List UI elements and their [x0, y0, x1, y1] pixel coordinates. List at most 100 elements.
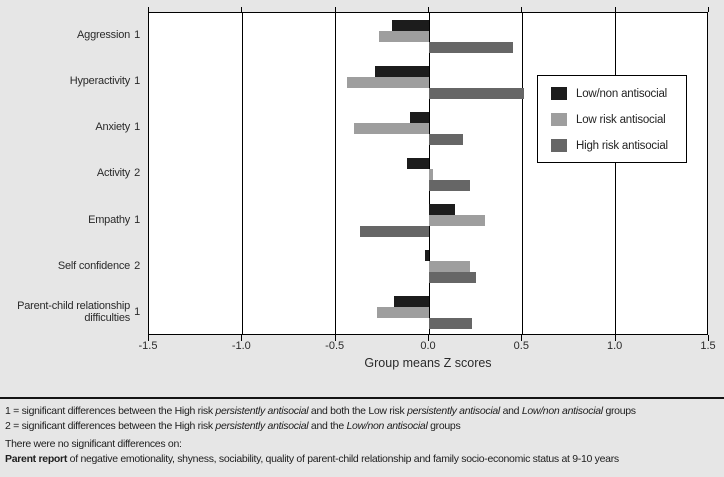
significance-number: 1: [134, 121, 140, 134]
axis-tick: [241, 335, 243, 341]
divider-rule: [0, 397, 724, 399]
legend-swatch: [551, 87, 567, 100]
category-label-text: Empathy: [88, 213, 131, 226]
significance-number: 2: [134, 259, 140, 272]
footnote-segment: persistently antisocial: [215, 405, 309, 417]
bar-low-risk-antisocial: [429, 261, 471, 273]
legend: Low/non antisocial Low risk antisocial Hig…: [537, 75, 687, 163]
axis-tick: [614, 335, 616, 341]
footnote-line: There were no significant differences on…: [5, 437, 721, 452]
bar-low-non-antisocial: [374, 65, 429, 77]
bar-low-non-antisocial: [391, 19, 429, 31]
footnote-segment: Low/non antisocial: [346, 419, 428, 432]
axis-tick: [241, 7, 243, 12]
footnote-segment: Low/non antisocial: [521, 405, 603, 417]
significance-number: 1: [134, 305, 140, 318]
bar-low-non-antisocial: [425, 250, 429, 262]
significance-number: 1: [134, 213, 140, 226]
x-tick-label: 0.5: [513, 340, 529, 352]
footnote-line: 2 = significant differences between the …: [5, 419, 721, 434]
bar-high-risk-antisocial: [359, 226, 429, 238]
category-label: Aggression 1: [0, 12, 140, 58]
legend-label: Low/non antisocial: [576, 87, 668, 100]
significance-number: 2: [134, 167, 140, 180]
gridline: [521, 13, 523, 334]
category-label: Self confidence 2: [0, 243, 140, 289]
bar-low-risk-antisocial: [378, 30, 429, 42]
footnote-segment: and the: [308, 419, 347, 432]
plot-area: [148, 12, 708, 335]
axis-tick: [148, 335, 149, 341]
bar-low-non-antisocial: [406, 158, 429, 169]
footnote-segment: 1 = significant differences between the …: [5, 405, 216, 417]
gridline: [335, 13, 337, 334]
bar-low-non-antisocial: [410, 111, 429, 123]
footnote-segment: Parent report: [5, 452, 68, 465]
category-label-text: Aggression: [77, 29, 131, 42]
legend-swatch: [551, 139, 567, 152]
legend-item: Low risk antisocial: [551, 113, 686, 126]
bar-low-risk-antisocial: [354, 122, 429, 134]
bar-high-risk-antisocial: [429, 133, 463, 145]
axis-tick: [428, 7, 429, 12]
category-label-text: Self confidence: [57, 259, 131, 272]
axis-tick: [428, 335, 429, 341]
category-label: Empathy 1: [0, 197, 140, 243]
legend-label: High risk antisocial: [576, 139, 668, 152]
legend-item: High risk antisocial: [551, 139, 686, 152]
bar-low-non-antisocial: [429, 204, 456, 216]
bar-high-risk-antisocial: [429, 180, 471, 191]
x-tick-label: -1.5: [138, 340, 158, 352]
x-tick-label: 1.5: [700, 340, 716, 352]
category-label: Activity 2: [0, 150, 140, 196]
axis-tick: [614, 7, 616, 12]
bar-low-risk-antisocial: [376, 307, 429, 319]
axis-tick: [521, 7, 523, 12]
x-tick-label: 1.0: [607, 340, 623, 352]
footnote-segment: There were no significant differences on…: [5, 438, 182, 450]
x-tick-label: -0.5: [325, 340, 345, 352]
bar-high-risk-antisocial: [429, 41, 513, 53]
x-axis-title: Group means Z scores: [364, 356, 492, 370]
footnote-segment: of negative emotionality, shyness, socia…: [67, 452, 620, 465]
axis-tick: [708, 7, 709, 12]
footnote-segment: groups: [427, 419, 461, 432]
bar-low-risk-antisocial: [346, 76, 429, 88]
significance-number: 1: [134, 29, 140, 42]
gridline: [241, 13, 243, 334]
category-label-text: Anxiety: [95, 121, 131, 134]
category-label: Anxiety 1: [0, 104, 140, 150]
bar-low-risk-antisocial: [429, 169, 433, 180]
category-label: Hyperactivity 1: [0, 58, 140, 104]
footnote-segment: and: [499, 405, 522, 417]
bar-low-non-antisocial: [393, 296, 429, 308]
category-label-text: Hyperactivity: [69, 75, 131, 88]
significance-number: 1: [134, 75, 140, 88]
category-label: Parent-child relationship difficulties 1: [0, 289, 140, 335]
footnote-segment: groups: [602, 405, 636, 417]
bar-low-risk-antisocial: [429, 215, 485, 227]
legend-item: Low/non antisocial: [551, 87, 686, 100]
footnote-line: Parent report of negative emotionality, …: [5, 452, 721, 467]
bar-high-risk-antisocial: [429, 87, 525, 99]
category-label-text: Activity: [96, 167, 131, 180]
axis-tick: [708, 335, 709, 341]
bar-high-risk-antisocial: [429, 318, 472, 330]
axis-tick: [521, 335, 523, 341]
footnote-line: 1 = significant differences between the …: [5, 404, 721, 419]
axis-tick: [334, 335, 336, 341]
legend-label: Low risk antisocial: [576, 113, 666, 126]
gridline: [615, 13, 617, 334]
footnote-segment: persistently antisocial: [215, 419, 309, 432]
footnote-segment: 2 = significant differences between the …: [5, 419, 216, 432]
footnote-segment: and both the Low risk: [308, 405, 408, 417]
legend-swatch: [551, 113, 567, 126]
category-label-text: Parent-child relationship difficulties: [17, 299, 131, 324]
bar-high-risk-antisocial: [429, 272, 476, 284]
footnote-segment: persistently antisocial: [407, 405, 500, 417]
footnotes: 1 = significant differences between the …: [5, 404, 721, 466]
x-tick-label: -1.0: [231, 340, 251, 352]
axis-tick: [334, 7, 336, 12]
x-tick-label: 0.0: [420, 340, 436, 352]
